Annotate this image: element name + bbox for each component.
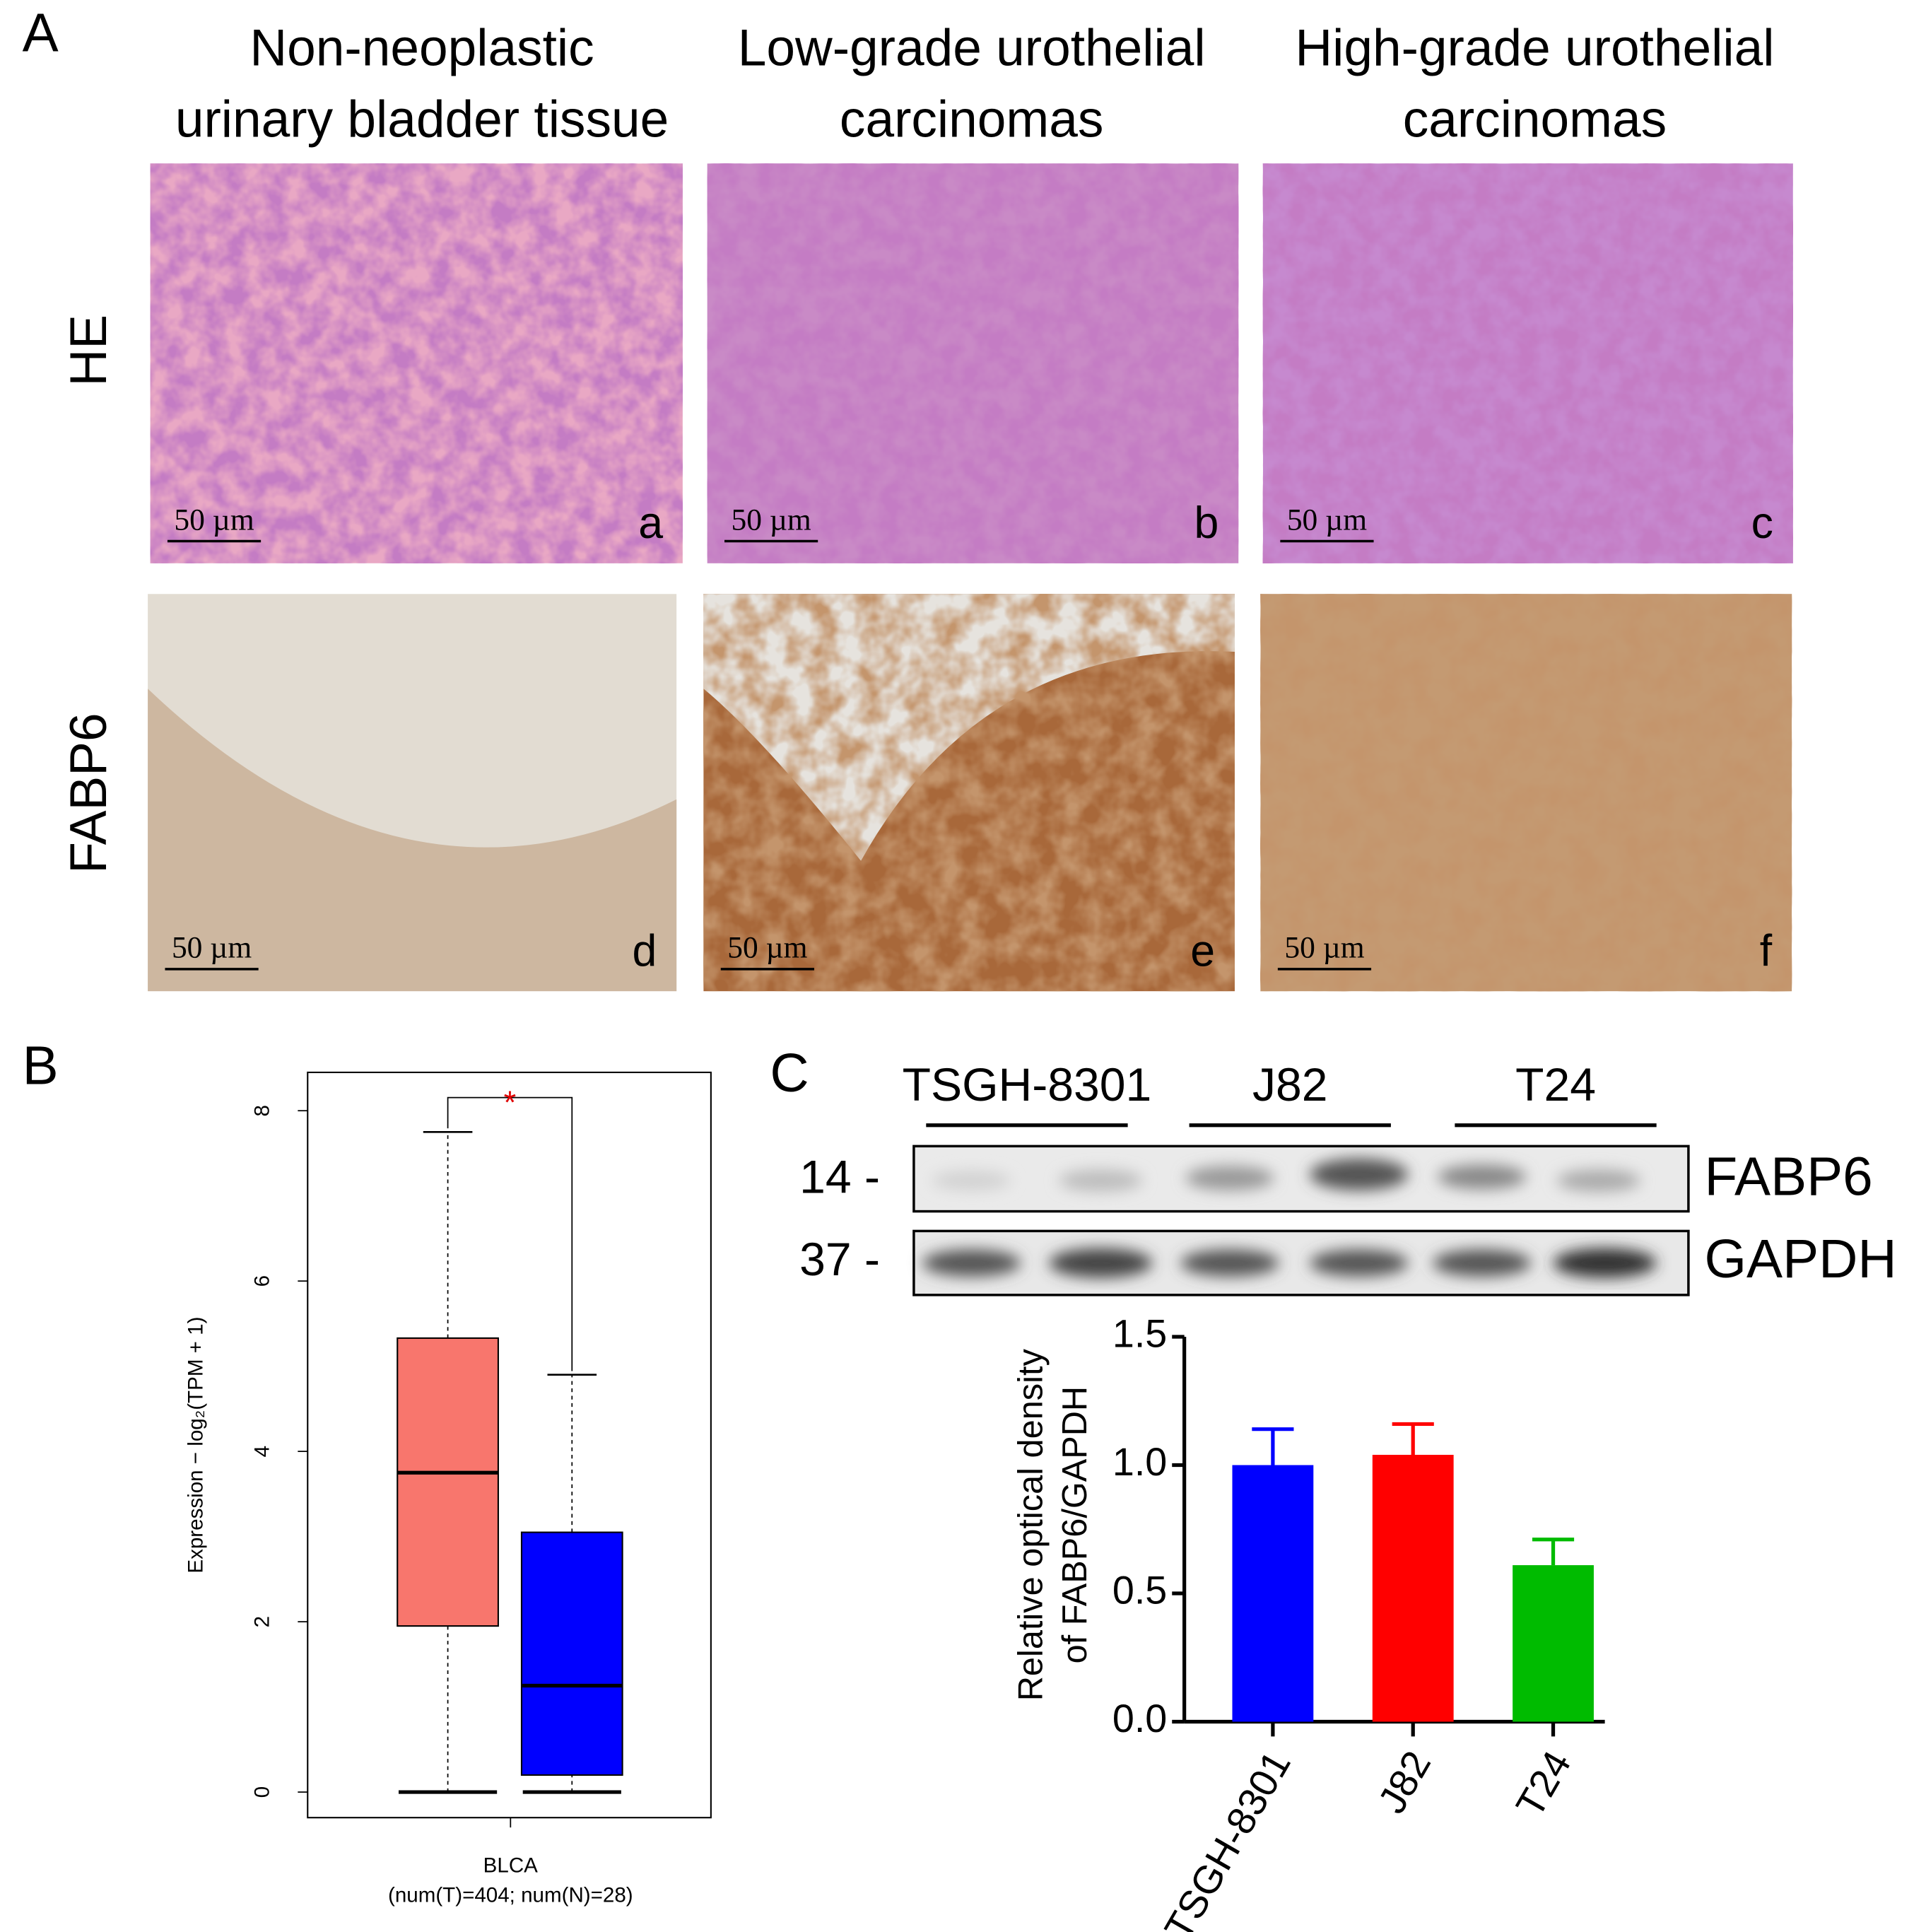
y-tick-label: 1.5: [1112, 1312, 1167, 1356]
mw-marker: 14 -: [799, 1152, 880, 1204]
scale-bar-label: 50 µm: [727, 931, 807, 965]
tissue: [148, 689, 677, 992]
x-axis-label: (num(T)=404; num(N)=28): [388, 1883, 633, 1907]
image-label: e: [1190, 927, 1215, 976]
significance-mark: *: [504, 1084, 517, 1120]
mw-marker: 37 -: [799, 1234, 880, 1286]
panel-letter: A: [23, 3, 59, 63]
y-tick-label: 0: [250, 1786, 274, 1798]
micrographs: [148, 163, 1793, 992]
y-tick-label: 4: [250, 1446, 274, 1457]
y-tick-label: 2: [250, 1616, 274, 1627]
plot-frame: [307, 1071, 712, 1819]
micrograph-texture: [150, 163, 683, 563]
bar: [1513, 1565, 1594, 1722]
lane-label: T24: [1515, 1059, 1596, 1111]
bar: [1372, 1454, 1454, 1722]
x-tick-label: J82: [1370, 1744, 1440, 1821]
column-title: Low-grade urothelial: [738, 19, 1206, 76]
band-label: FABP6: [1705, 1147, 1873, 1207]
y-tick-label: 6: [250, 1275, 274, 1287]
scale-bar-label: 50 µm: [1284, 931, 1364, 965]
scale-bar-label: 50 µm: [1287, 503, 1367, 537]
column-title: carcinomas: [840, 90, 1103, 148]
bar: [1232, 1465, 1314, 1722]
image-label: a: [638, 498, 663, 548]
column-title: carcinomas: [1403, 90, 1667, 148]
bands: [922, 1158, 1657, 1278]
image-label: c: [1751, 498, 1773, 548]
y-axis-label: Expression − log₂(TPM + 1): [184, 1317, 208, 1574]
x-tick-label: BLCA: [483, 1854, 539, 1878]
y-tick-label: 1.0: [1112, 1440, 1167, 1484]
lane-label: TSGH-8301: [903, 1059, 1152, 1111]
scale-bar-label: 50 µm: [172, 931, 252, 965]
x-tick-label: T24: [1508, 1744, 1580, 1825]
scale-bar-label: 50 µm: [731, 503, 811, 537]
x-tick-label: TSGH-8301: [1156, 1744, 1299, 1932]
y-axis-label: of FABP6/GAPDH: [1056, 1386, 1094, 1663]
scale-bar-label: 50 µm: [174, 503, 254, 537]
box: [520, 1531, 623, 1776]
band-label: GAPDH: [1705, 1229, 1897, 1289]
column-title: urinary bladder tissue: [175, 90, 669, 148]
panel-letter: C: [770, 1043, 809, 1103]
y-tick-label: 0.5: [1112, 1569, 1167, 1612]
micrograph-texture: [703, 594, 1235, 992]
y-axis-label: Relative optical density: [1012, 1348, 1050, 1701]
column-title: Non-neoplastic: [249, 19, 594, 76]
column-title: High-grade urothelial: [1295, 19, 1774, 76]
micrograph-texture: [1260, 594, 1792, 992]
image-label: b: [1194, 498, 1219, 548]
row-label: FABP6: [60, 713, 117, 873]
y-tick-label: 0.0: [1112, 1697, 1167, 1740]
y-tick-label: 8: [250, 1105, 274, 1116]
western-blot: [912, 1144, 1690, 1296]
row-label: HE: [60, 315, 117, 386]
panel-letter: B: [23, 1036, 59, 1096]
box: [397, 1337, 499, 1627]
image-label: d: [632, 927, 657, 976]
lane-label: J82: [1252, 1059, 1328, 1111]
micrograph-texture: [1262, 163, 1793, 563]
significance-bracket: [447, 1096, 573, 1371]
micrograph-texture: [707, 163, 1239, 563]
image-label: f: [1760, 927, 1773, 976]
